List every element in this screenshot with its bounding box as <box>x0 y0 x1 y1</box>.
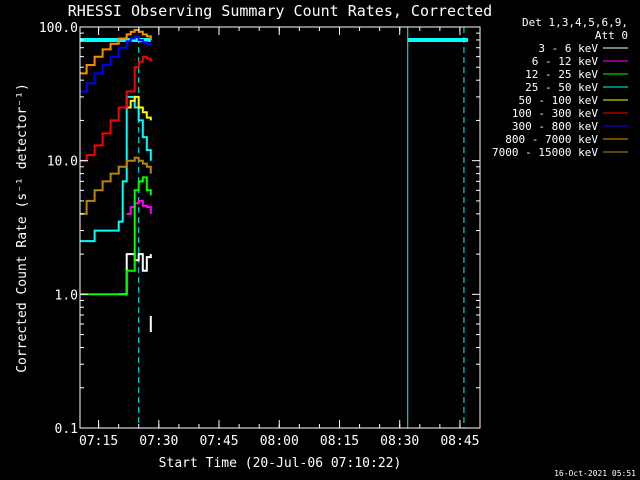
y-tick-label: 1.0 <box>55 288 78 303</box>
legend-label: 25 - 50 keV <box>525 81 598 94</box>
series-layer <box>80 29 152 296</box>
x-tick-label: 08:45 <box>440 434 479 449</box>
attenuator-state: Att 0 <box>595 29 628 42</box>
series-line-0 <box>118 253 152 296</box>
x-tick-label: 08:15 <box>320 434 359 449</box>
legend-label: 3 - 6 keV <box>538 42 598 55</box>
series-line-2 <box>80 176 152 296</box>
legend-label: 7000 - 15000 keV <box>492 146 598 159</box>
x-tick-label: 07:15 <box>79 434 118 449</box>
x-tick-label: 08:00 <box>260 434 299 449</box>
legend-label: 300 - 800 keV <box>512 120 598 133</box>
x-axis-ticks: 07:15 07:30 07:45 08:00 08:15 08:30 08:45 <box>79 27 479 449</box>
time-markers <box>80 27 465 428</box>
y-tick-label: 100.0 <box>39 21 78 36</box>
legend-label: 800 - 7000 keV <box>505 133 598 146</box>
series-line-1 <box>126 199 152 215</box>
series-line-8 <box>80 156 152 215</box>
legend-label: 6 - 12 keV <box>532 55 599 68</box>
plot-frame <box>79 26 481 429</box>
legend-label: 100 - 300 keV <box>512 107 598 120</box>
series-line-4 <box>126 95 152 121</box>
chart-title: RHESSI Observing Summary Count Rates, Co… <box>68 2 492 20</box>
x-axis-label: Start Time (20-Jul-06 07:10:22) <box>159 456 402 471</box>
legend-label: 12 - 25 keV <box>525 68 598 81</box>
series-line-5 <box>80 55 152 162</box>
y-tick-label: 0.1 <box>55 422 78 437</box>
detector-list: Det 1,3,4,5,6,9, <box>522 16 628 29</box>
y-axis-ticks: 0.1 1.0 10.0 100.0 <box>39 21 480 437</box>
series-line-6 <box>80 35 152 93</box>
series-line-7 <box>80 29 152 75</box>
footer-date: 16-Oct-2021 05:51 <box>554 469 636 478</box>
x-tick-label: 07:45 <box>199 434 238 449</box>
y-tick-label: 10.0 <box>47 155 78 170</box>
legend-label: 50 - 100 keV <box>519 94 599 107</box>
x-tick-label: 07:30 <box>139 434 178 449</box>
y-axis-label: Corrected Count Rate (s⁻¹ detector⁻¹) <box>15 83 30 373</box>
x-tick-label: 08:30 <box>380 434 419 449</box>
